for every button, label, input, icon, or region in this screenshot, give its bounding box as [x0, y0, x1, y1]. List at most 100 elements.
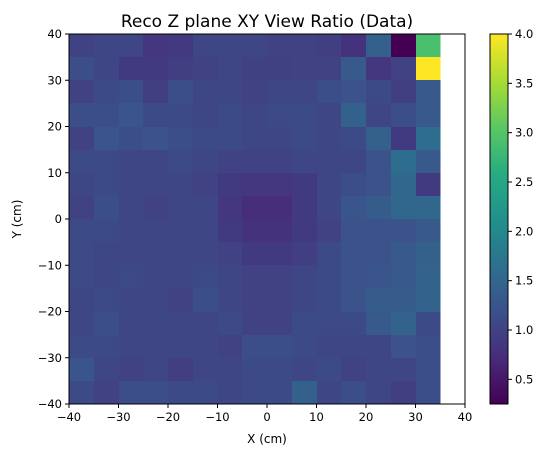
heatmap-cell — [341, 80, 367, 104]
heatmap-cell — [119, 150, 144, 174]
heatmap-cell — [416, 219, 441, 243]
heatmap-cell — [267, 312, 293, 336]
heatmap-cell — [267, 34, 293, 58]
heatmap-cell — [317, 103, 342, 128]
y-tick-label: 10 — [47, 166, 62, 180]
heatmap-cell — [416, 358, 441, 382]
heatmap-cell — [119, 173, 144, 197]
heatmap-cell — [317, 288, 342, 313]
heatmap-cell — [391, 127, 417, 151]
heatmap-cell — [242, 381, 268, 405]
heatmap-cell — [391, 150, 417, 174]
heatmap-cell — [267, 127, 293, 151]
heatmap-cell — [391, 381, 417, 405]
heatmap-cell — [168, 57, 194, 81]
heatmap-cell — [193, 288, 219, 313]
heatmap-cell — [168, 358, 194, 382]
heatmap-cell — [193, 312, 219, 336]
x-tick-label: 0 — [263, 410, 270, 424]
heatmap-cell — [69, 34, 95, 58]
heatmap-cell — [69, 335, 95, 359]
heatmap-cell — [267, 335, 293, 359]
heatmap-cell — [193, 265, 219, 289]
heatmap-cell — [94, 358, 120, 382]
heatmap-cell — [94, 103, 120, 128]
x-tick-label: 40 — [458, 410, 473, 424]
heatmap-cell — [416, 242, 441, 266]
heatmap-cell — [218, 103, 243, 128]
heatmap-cell — [168, 127, 194, 151]
heatmap-cell — [267, 173, 293, 197]
heatmap-cell — [366, 219, 392, 243]
heatmap-cell — [94, 219, 120, 243]
heatmap-cell — [218, 80, 243, 104]
heatmap-cell — [94, 34, 120, 58]
heatmap-cell — [391, 34, 417, 58]
heatmap-cell — [317, 312, 342, 336]
heatmap-cell — [119, 312, 144, 336]
x-tick-label: −20 — [156, 410, 180, 424]
heatmap-cell — [143, 312, 169, 336]
heatmap-cell — [168, 242, 194, 266]
heatmap-cell — [119, 34, 144, 58]
colorbar — [489, 33, 509, 405]
heatmap-cell — [94, 57, 120, 81]
x-tick-label: −30 — [106, 410, 130, 424]
heatmap-cell — [168, 173, 194, 197]
heatmap-cell — [341, 242, 367, 266]
heatmap-cell — [143, 265, 169, 289]
heatmap-cell — [292, 219, 318, 243]
heatmap-cell — [416, 381, 441, 405]
heatmap-cell — [341, 381, 367, 405]
heatmap-cell — [416, 34, 441, 58]
heatmap-cell — [391, 312, 417, 336]
heatmap-cell — [168, 103, 194, 128]
heatmap-cell — [218, 219, 243, 243]
heatmap-cell — [242, 80, 268, 104]
y-tick-label: 30 — [47, 73, 62, 87]
heatmap-cell — [193, 219, 219, 243]
heatmap-cell — [143, 219, 169, 243]
heatmap-cell — [391, 196, 417, 220]
heatmap-cell — [317, 265, 342, 289]
colorbar-tick-label: 4.0 — [515, 27, 533, 41]
heatmap-cell — [391, 358, 417, 382]
heatmap-cell — [94, 196, 120, 220]
heatmap-cell — [143, 57, 169, 81]
colorbar-tick-label: 1.5 — [515, 274, 533, 288]
heatmap-cell — [267, 219, 293, 243]
heatmap-cell — [119, 103, 144, 128]
colorbar-tick-label: 1.0 — [515, 323, 533, 337]
heatmap-cell — [292, 312, 318, 336]
heatmap-cell — [292, 57, 318, 81]
heatmap-cell — [416, 312, 441, 336]
heatmap-cell — [94, 288, 120, 313]
heatmap-cell — [267, 288, 293, 313]
heatmap-cell — [119, 288, 144, 313]
heatmap-cell — [267, 265, 293, 289]
heatmap-cell — [242, 103, 268, 128]
heatmap-cell — [292, 335, 318, 359]
heatmap-cell — [168, 312, 194, 336]
heatmap-cell — [94, 127, 120, 151]
heatmap-cell — [242, 219, 268, 243]
heatmap-cell — [94, 381, 120, 405]
heatmap-cell — [391, 173, 417, 197]
heatmap-cell — [317, 127, 342, 151]
heatmap-cell — [168, 80, 194, 104]
heatmap-cell — [267, 196, 293, 220]
heatmap-cell — [416, 265, 441, 289]
heatmap-cell — [193, 242, 219, 266]
heatmap-cell — [143, 288, 169, 313]
y-axis-ticks: −40 −30 −20 −10 0 10 20 30 40 — [38, 27, 69, 411]
heatmap-cell — [317, 219, 342, 243]
heatmap-cell — [267, 57, 293, 81]
heatmap-cell — [69, 312, 95, 336]
heatmap-cell — [143, 242, 169, 266]
heatmap-cell — [119, 358, 144, 382]
heatmap-cell — [416, 103, 441, 128]
heatmap-cell — [416, 57, 441, 81]
heatmap-cell — [242, 242, 268, 266]
heatmap-cell — [94, 150, 120, 174]
